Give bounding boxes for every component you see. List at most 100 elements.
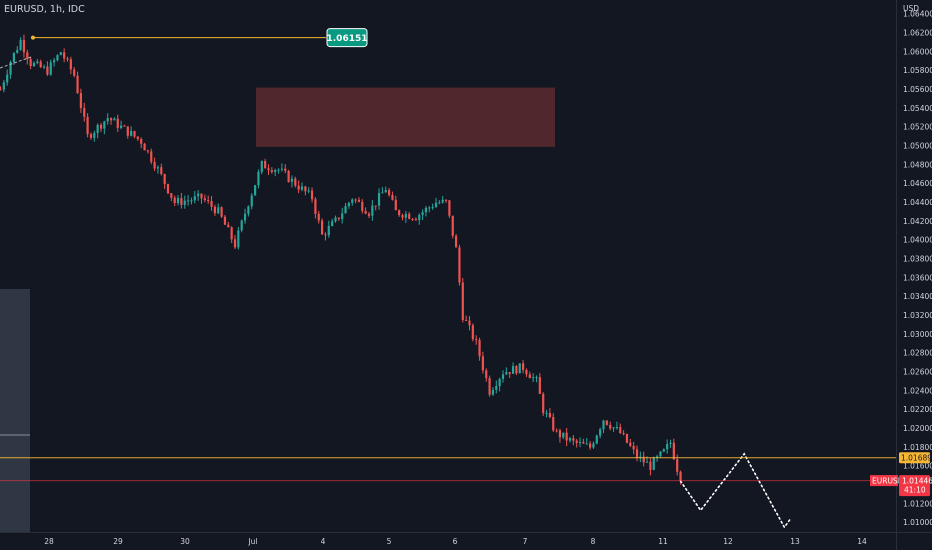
candle-body bbox=[99, 124, 103, 129]
candle-body bbox=[411, 218, 414, 220]
candle-body bbox=[622, 433, 625, 435]
candle-body bbox=[612, 427, 615, 429]
candle-body bbox=[136, 136, 139, 139]
candle-body bbox=[361, 201, 364, 211]
candle-body bbox=[351, 199, 354, 203]
candle-body bbox=[575, 440, 578, 443]
candle-body bbox=[347, 202, 350, 207]
resistance-zone[interactable] bbox=[256, 87, 555, 147]
candle-body bbox=[388, 190, 391, 195]
candle-body bbox=[163, 174, 166, 184]
price-tag-box[interactable] bbox=[899, 452, 930, 464]
candle-body bbox=[29, 59, 32, 67]
candle-body bbox=[160, 167, 163, 175]
candle-body bbox=[357, 199, 361, 202]
y-tick-label: 1.05800 bbox=[903, 66, 932, 75]
candle-body bbox=[36, 61, 39, 63]
x-tick-label: 14 bbox=[857, 537, 867, 546]
candle-body bbox=[635, 449, 639, 459]
candle-body bbox=[53, 60, 56, 63]
x-tick-label: Jul bbox=[247, 537, 257, 546]
candle-body bbox=[173, 197, 176, 204]
candle-body bbox=[230, 227, 233, 240]
candle-body bbox=[83, 108, 86, 117]
y-tick-label: 1.06400 bbox=[903, 10, 932, 19]
candle-body bbox=[565, 432, 568, 441]
candle-body bbox=[609, 424, 612, 429]
candle-body bbox=[508, 372, 511, 374]
y-tick-label: 1.04600 bbox=[903, 179, 932, 188]
candle-body bbox=[166, 183, 170, 194]
candle-body bbox=[428, 207, 431, 209]
candle-body bbox=[401, 215, 404, 218]
candle-body bbox=[170, 193, 173, 198]
candle-body bbox=[86, 116, 89, 135]
candle-body bbox=[63, 52, 66, 59]
candle-body bbox=[324, 234, 327, 236]
symbol-title[interactable]: EURUSD, 1h, IDC bbox=[4, 4, 85, 15]
candle-body bbox=[22, 39, 26, 53]
high-anchor-point[interactable] bbox=[31, 35, 35, 40]
candle-body bbox=[310, 190, 314, 200]
candle-body bbox=[79, 93, 82, 109]
candle-body bbox=[582, 442, 585, 444]
candle-body bbox=[652, 458, 655, 470]
candle-body bbox=[116, 118, 119, 129]
candle-body bbox=[19, 39, 22, 50]
candle-body bbox=[498, 379, 501, 387]
currency-label: USD bbox=[903, 4, 919, 13]
y-tick-label: 1.03800 bbox=[903, 254, 932, 263]
candle-body bbox=[250, 195, 253, 207]
candle-body bbox=[331, 221, 334, 226]
candle-body bbox=[314, 199, 317, 214]
candle-body bbox=[284, 168, 287, 171]
candle-body bbox=[12, 52, 15, 63]
last-price-countdown: 41:10 bbox=[904, 486, 926, 495]
candle-body bbox=[455, 235, 458, 248]
y-tick-label: 1.05400 bbox=[903, 104, 932, 113]
last-price-symbol-box[interactable] bbox=[870, 475, 898, 487]
candle-body bbox=[327, 225, 330, 236]
candle-body bbox=[558, 430, 562, 438]
candle-body bbox=[481, 356, 484, 371]
x-tick-label: 8 bbox=[591, 537, 596, 546]
x-tick-label: 30 bbox=[180, 537, 190, 546]
y-tick-label: 1.06200 bbox=[903, 28, 932, 37]
candle-body bbox=[39, 61, 42, 68]
candle-body bbox=[106, 118, 109, 122]
last-price-box[interactable] bbox=[899, 475, 930, 497]
candle-body bbox=[113, 118, 116, 121]
candle-body bbox=[568, 438, 572, 441]
candle-body bbox=[518, 363, 521, 374]
candle-body bbox=[193, 196, 196, 201]
candle-body bbox=[532, 377, 535, 379]
y-tick-label: 1.04800 bbox=[903, 160, 932, 169]
y-tick-label: 1.04000 bbox=[903, 236, 932, 245]
candle-body bbox=[374, 205, 377, 207]
candle-body bbox=[190, 200, 193, 202]
x-tick-label: 13 bbox=[790, 537, 800, 546]
y-tick-label: 1.02000 bbox=[903, 424, 932, 433]
side-panel-shade bbox=[0, 289, 30, 532]
candle-body bbox=[444, 199, 448, 201]
high-price-label-box[interactable] bbox=[326, 28, 368, 48]
candle-body bbox=[2, 82, 5, 90]
candle-body bbox=[334, 217, 337, 222]
candle-body bbox=[49, 62, 52, 75]
candle-body bbox=[187, 200, 190, 202]
candle-body bbox=[461, 282, 464, 320]
projection-path[interactable] bbox=[679, 452, 792, 529]
candle-body bbox=[679, 471, 682, 482]
x-tick-label: 29 bbox=[113, 537, 123, 546]
candle-body bbox=[414, 219, 417, 221]
candle-body bbox=[200, 193, 203, 199]
candle-body bbox=[377, 193, 381, 206]
candle-body bbox=[505, 372, 508, 375]
candle-body bbox=[666, 444, 669, 450]
candle-body bbox=[300, 186, 304, 190]
candle-body bbox=[96, 124, 99, 133]
candle-body bbox=[662, 449, 665, 452]
